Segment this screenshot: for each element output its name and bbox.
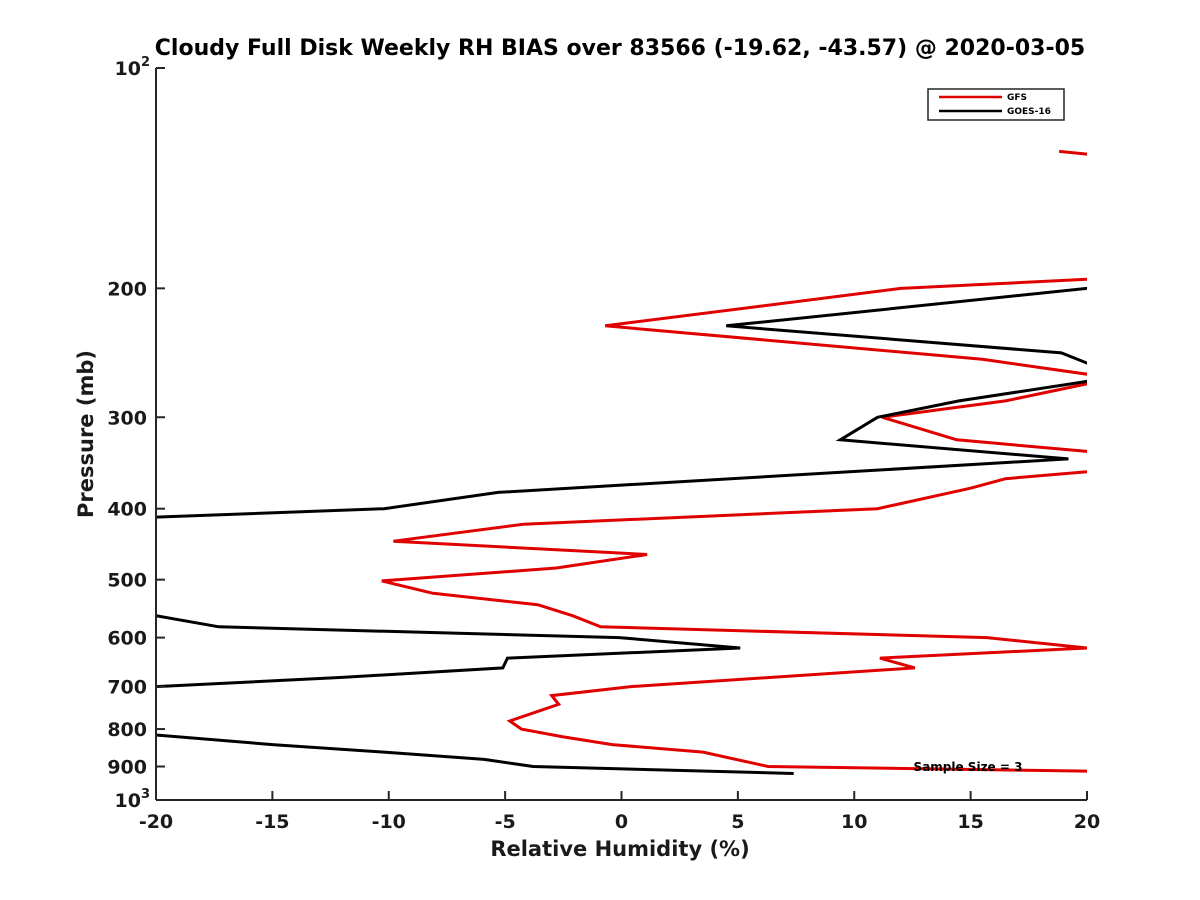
chart-title: Cloudy Full Disk Weekly RH BIAS over 835… bbox=[155, 36, 1085, 61]
y-tick-label: 500 bbox=[107, 570, 147, 592]
sample-size-annotation: Sample Size = 3 bbox=[914, 760, 1023, 774]
x-tick-label: -5 bbox=[495, 811, 516, 833]
x-tick-label: -10 bbox=[372, 811, 406, 833]
series-line-gfs-segment-2 bbox=[381, 277, 1087, 773]
y-tick-label: 900 bbox=[107, 757, 147, 779]
series-line-gfs-segment-1 bbox=[1058, 149, 1087, 156]
series-line-goes-16-segment-3 bbox=[156, 733, 794, 775]
y-axis-label: Pressure (mb) bbox=[74, 350, 98, 518]
x-tick-label: -20 bbox=[139, 811, 173, 833]
legend: GFS GOES-16 bbox=[927, 88, 1065, 121]
y-tick-label: 800 bbox=[107, 719, 147, 741]
y-tick-label: 102 bbox=[115, 55, 151, 80]
ticks-layer: -20 -15 -10 -5 0 5 10 15 20 102 200 300 400 500 600 700… bbox=[107, 55, 1100, 833]
x-tick-label: 15 bbox=[957, 811, 983, 833]
series-layer bbox=[156, 149, 1087, 775]
series-line-goes-16-segment-1 bbox=[156, 286, 1087, 519]
y-tick-label: 700 bbox=[107, 677, 147, 699]
y-tick-label: 300 bbox=[107, 407, 147, 429]
legend-box bbox=[927, 88, 1065, 121]
x-tick-label: 5 bbox=[731, 811, 744, 833]
x-tick-label: 20 bbox=[1074, 811, 1100, 833]
x-tick-label: -15 bbox=[255, 811, 289, 833]
legend-label: GFS bbox=[1007, 93, 1027, 103]
y-tick-label: 600 bbox=[107, 628, 147, 650]
legend-label: GOES-16 bbox=[1007, 107, 1051, 117]
y-tick-label: 400 bbox=[107, 499, 147, 521]
x-tick-label: 0 bbox=[615, 811, 628, 833]
y-tick-label: 103 bbox=[115, 787, 151, 812]
x-axis-label: Relative Humidity (%) bbox=[490, 837, 749, 861]
axes-layer bbox=[155, 68, 1087, 801]
x-tick-label: 10 bbox=[841, 811, 867, 833]
series-line-goes-16-segment-2 bbox=[156, 614, 741, 689]
y-tick-label: 200 bbox=[107, 278, 147, 300]
